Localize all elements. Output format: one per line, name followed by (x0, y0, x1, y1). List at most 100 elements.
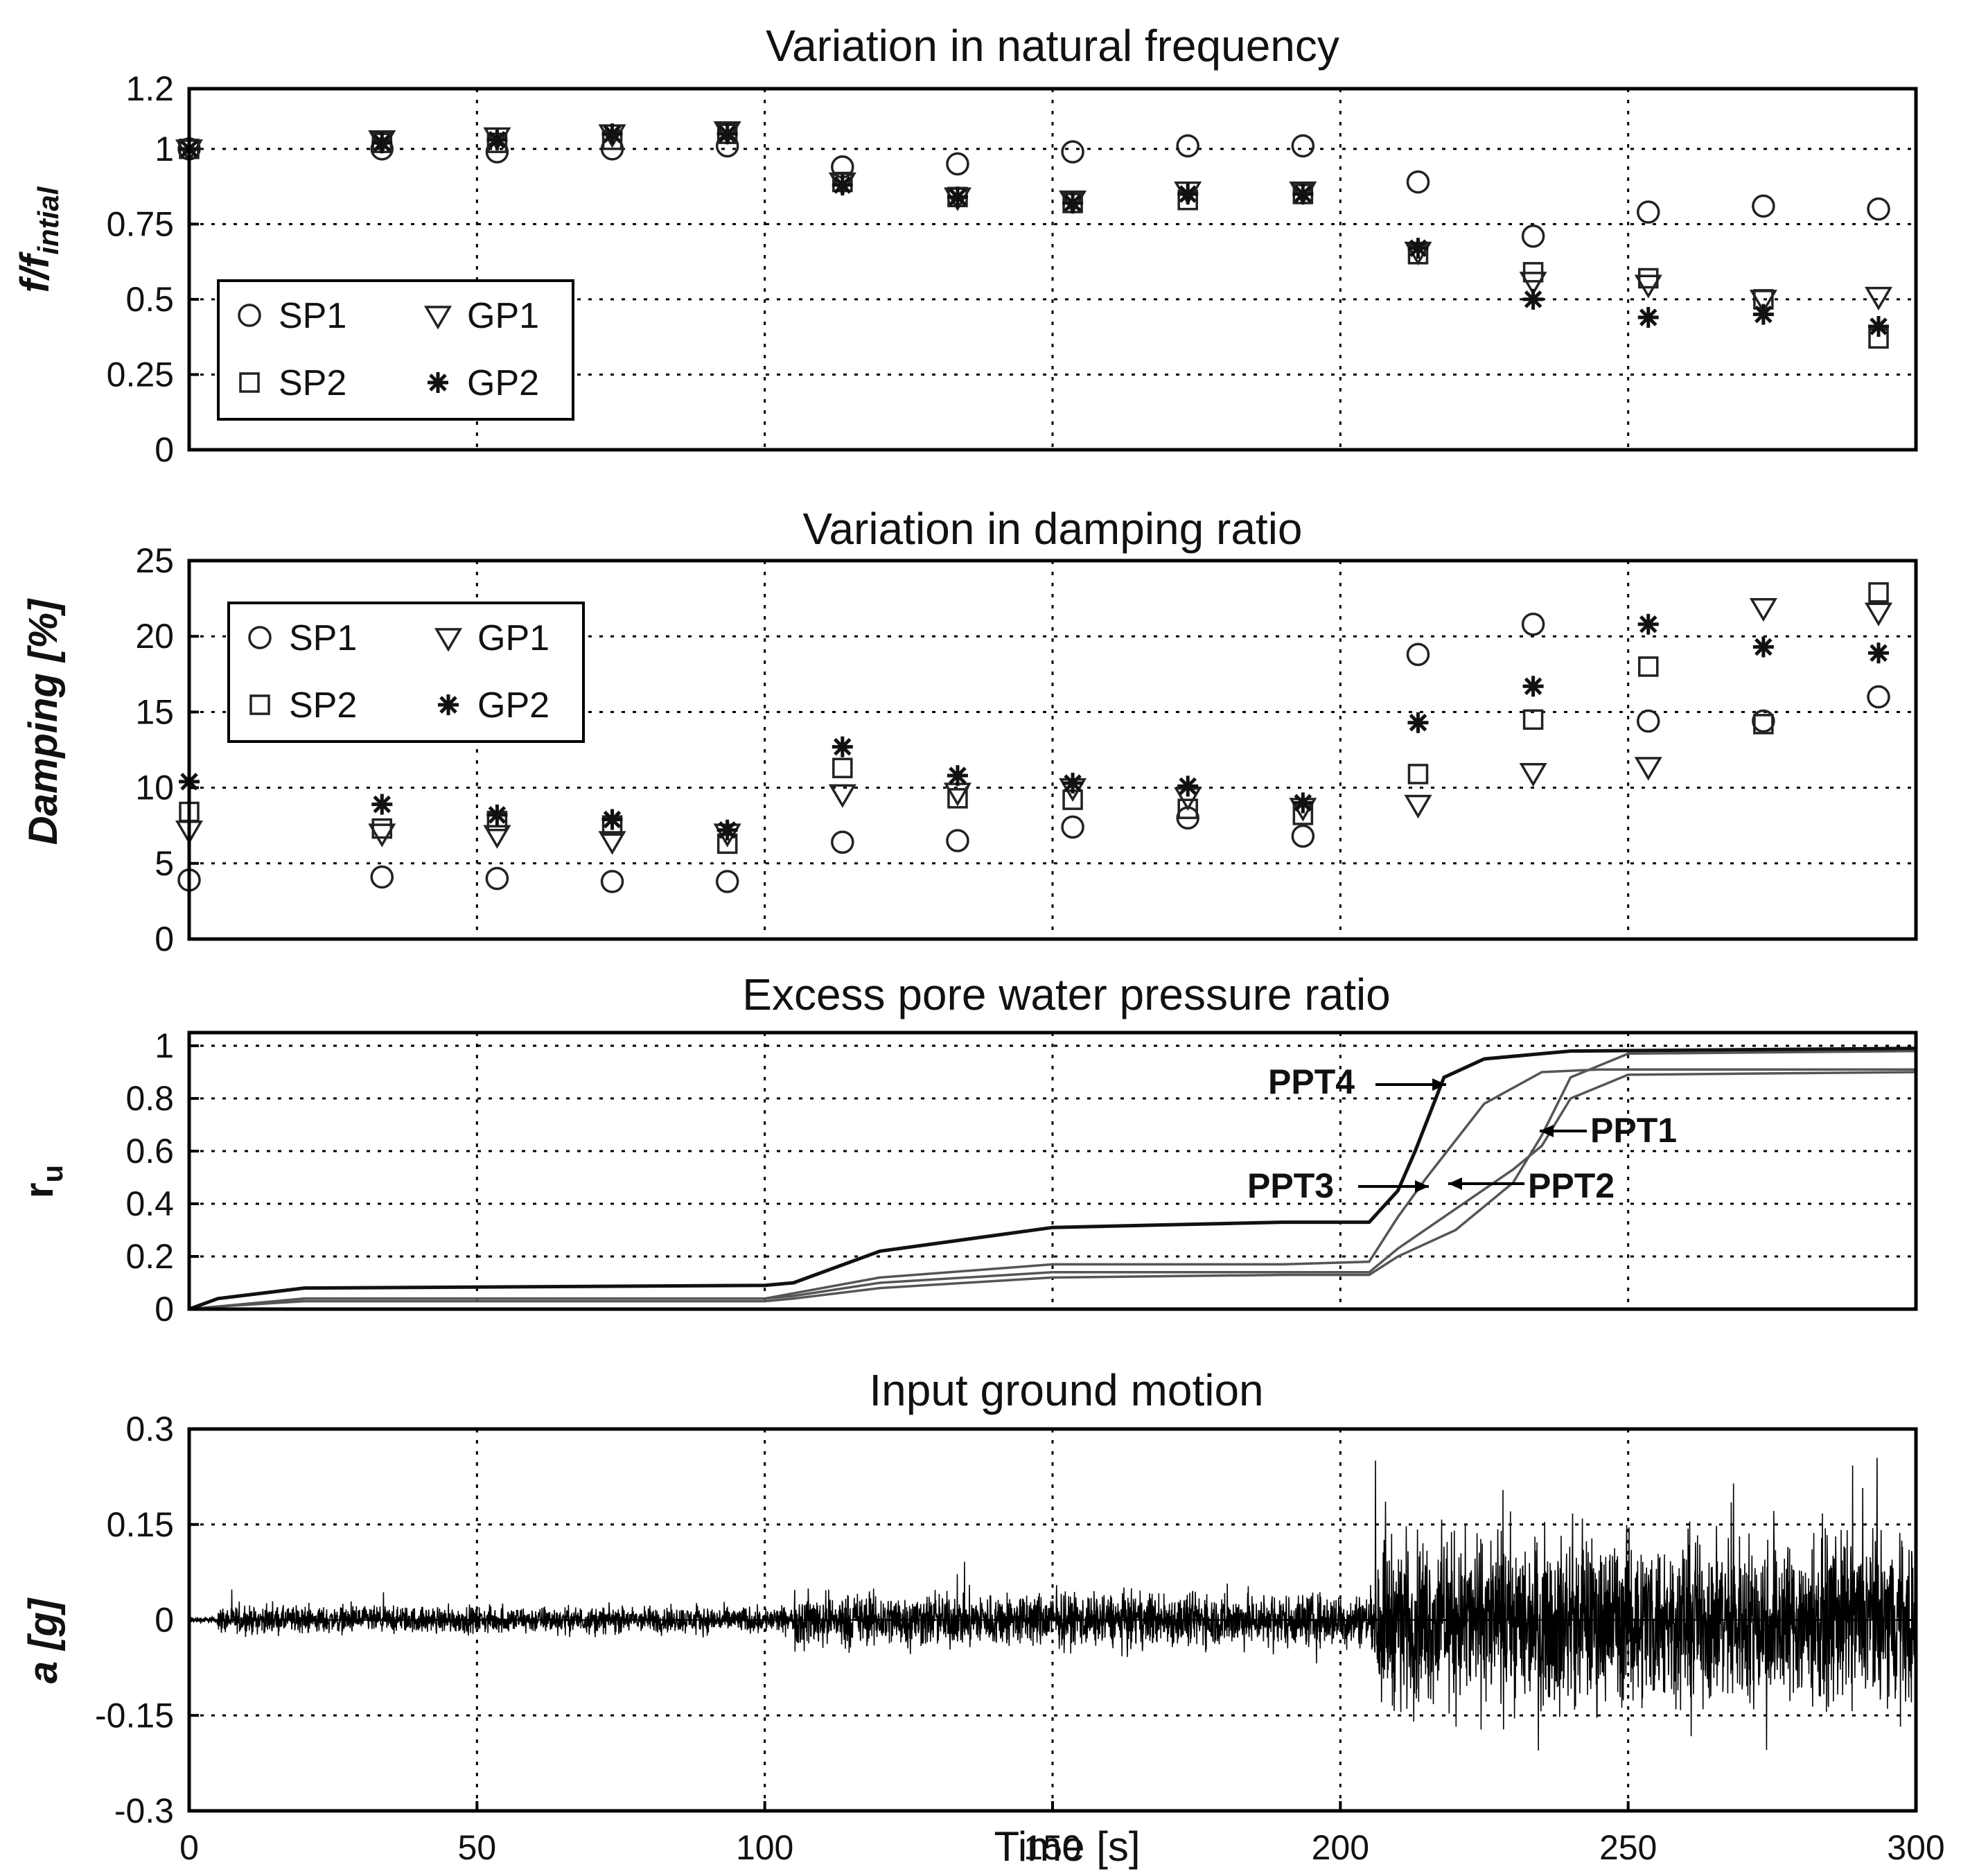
data-point-gp1 (1519, 763, 1547, 787)
data-point-sp1 (831, 830, 854, 854)
data-point-gp1 (1749, 290, 1777, 314)
time-x-axis-label: Time [s] (994, 1823, 1140, 1870)
x-tick-label: 150 (1023, 1828, 1081, 1867)
data-point-gp1 (598, 831, 626, 855)
y-tick-label: 1.2 (125, 69, 174, 108)
series-line-ppt1 (188, 1049, 1917, 1310)
data-point-gp2 (1752, 636, 1774, 658)
y-tick-label: 0.4 (125, 1184, 174, 1223)
y-tick-label: 10 (135, 769, 174, 807)
data-point-gp2 (1062, 773, 1084, 794)
data-point-gp2 (1522, 676, 1544, 697)
data-point-gp1 (1404, 794, 1432, 819)
legend-label-sp2: SP2 (279, 363, 346, 403)
data-point-gp2 (1177, 183, 1199, 204)
damping-plot-frame (187, 559, 1918, 941)
data-point-sp2 (1637, 268, 1659, 289)
data-point-sp1 (946, 152, 969, 176)
data-point-sp1 (370, 865, 394, 889)
y-tick-label: 25 (135, 541, 174, 580)
data-point-gp2 (832, 736, 853, 757)
annotation-arrowhead (1415, 1180, 1429, 1193)
y-tick-label: 0 (155, 920, 174, 958)
data-point-gp2 (371, 794, 393, 815)
data-point-sp1 (600, 870, 624, 893)
data-point-gp2 (1637, 306, 1659, 328)
data-point-gp2 (601, 123, 623, 145)
x-tick-label: 200 (1312, 1828, 1369, 1867)
data-point-sp2 (1407, 764, 1429, 784)
data-point-gp2 (947, 186, 968, 208)
legend-label-sp1: SP1 (289, 618, 357, 658)
legend-marker-gp2 (438, 694, 459, 715)
data-point-gp1 (368, 823, 396, 848)
data-point-sp1 (1867, 197, 1890, 221)
annotation-arrowhead (1432, 1078, 1446, 1091)
data-point-sp1 (485, 866, 509, 891)
x-tick-label: 250 (1599, 1828, 1657, 1867)
legend-marker-gp2 (428, 372, 448, 393)
data-point-sp1 (1291, 824, 1315, 848)
y-tick-label: 20 (135, 617, 174, 656)
data-point-gp2 (716, 123, 738, 145)
annotation-ppt4: PPT4 (1268, 1062, 1355, 1101)
legend-marker-gp1 (423, 306, 452, 330)
data-point-sp2 (947, 788, 968, 809)
damping-ratio-panel: Variation in damping ratio Damping [%] 0… (21, 504, 1918, 958)
data-point-gp1 (1864, 602, 1893, 626)
y-tick-label: 0 (155, 1290, 174, 1329)
legend-marker-sp1 (238, 304, 261, 327)
x-tick-label: 300 (1887, 1828, 1944, 1867)
data-point-sp1 (1176, 134, 1199, 158)
x-tick-label: 50 (458, 1828, 497, 1867)
data-point-gp1 (1864, 286, 1893, 311)
data-point-gp2 (1868, 315, 1890, 337)
data-point-gp1 (1519, 272, 1547, 296)
annotation-arrowhead (1448, 1177, 1462, 1190)
data-point-sp1 (1521, 612, 1545, 636)
pore-pressure-panel: Excess pore water pressure ratio ru 0 0.2… (17, 970, 1918, 1329)
data-point-sp1 (715, 870, 739, 893)
damping-y-axis-label: Damping [%] (21, 598, 66, 845)
annotation-ppt3: PPT3 (1247, 1166, 1334, 1205)
data-point-sp1 (1406, 170, 1430, 194)
data-point-gp2 (1407, 712, 1429, 733)
data-point-gp2 (601, 809, 623, 830)
data-point-gp1 (1634, 757, 1662, 781)
data-point-gp2 (1177, 775, 1199, 797)
data-point-sp1 (1636, 709, 1660, 733)
data-point-gp1 (1634, 274, 1662, 299)
data-point-sp1 (1867, 685, 1890, 709)
y-tick-label: -0.3 (114, 1791, 174, 1830)
y-tick-label: 0.3 (125, 1410, 174, 1448)
data-point-sp1 (1406, 642, 1430, 667)
y-tick-label: 0.6 (125, 1132, 174, 1171)
data-point-gp1 (483, 825, 511, 849)
data-point-gp2 (1292, 183, 1314, 204)
annotation-arrowhead (1540, 1125, 1554, 1137)
data-point-sp2 (1522, 709, 1544, 730)
data-point-sp1 (1521, 224, 1545, 248)
legend-marker-sp2 (239, 372, 260, 393)
y-tick-label: 0 (155, 1601, 174, 1640)
ground-motion-panel: Input ground motion a [g] -0.3 -0.15 0 0.15… (21, 1365, 1945, 1870)
y-tick-label: 0.15 (107, 1505, 174, 1544)
data-point-sp2 (1868, 582, 1889, 603)
data-point-gp2 (371, 132, 393, 154)
annotation-ppt2: PPT2 (1528, 1166, 1615, 1205)
pore-pressure-y-axis-label: ru (17, 1165, 69, 1198)
acceleration-trace (188, 1457, 1917, 1751)
data-point-sp2 (1177, 798, 1198, 819)
data-point-gp2 (1637, 613, 1659, 635)
data-point-gp2 (1522, 288, 1544, 310)
data-point-gp2 (486, 129, 508, 150)
y-tick-label: 0.2 (125, 1237, 174, 1276)
legend-marker-sp1 (248, 626, 272, 649)
y-tick-label: -0.15 (95, 1696, 174, 1735)
natural-frequency-panel: Variation in natural frequency f/fintial… (12, 21, 1918, 469)
damping-chart-title: Variation in damping ratio (803, 504, 1303, 554)
data-point-sp1 (1752, 709, 1775, 733)
frequency-plot-frame (187, 87, 1918, 452)
damping-legend-box (227, 602, 585, 743)
